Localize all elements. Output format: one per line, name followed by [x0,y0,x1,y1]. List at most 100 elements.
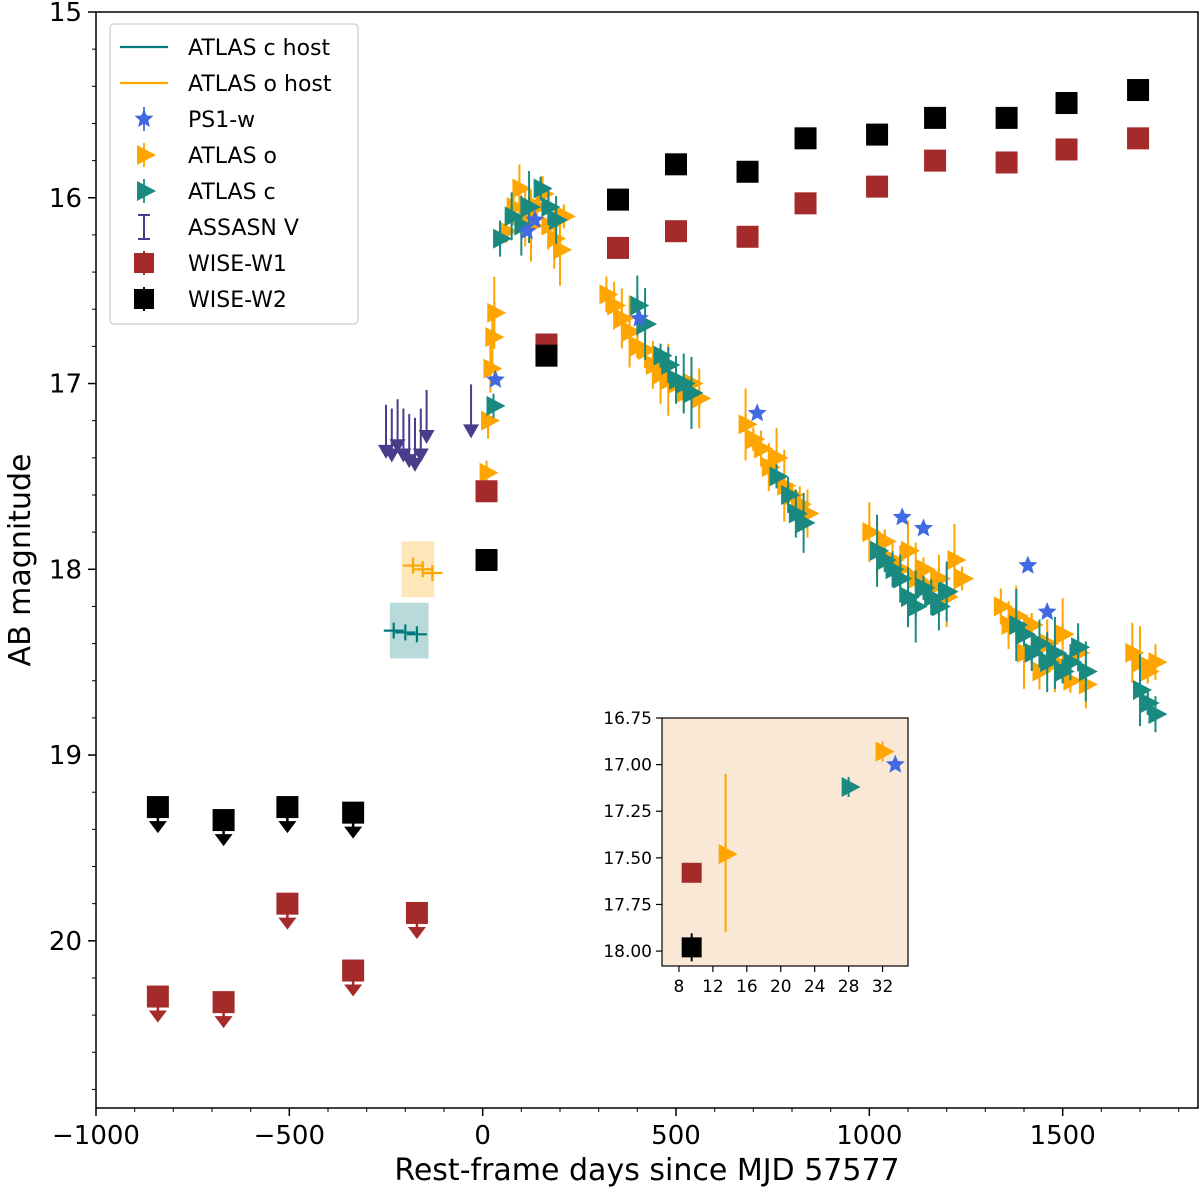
inset-y-tick-label: 17.25 [603,802,652,822]
legend-label: PS1-w [188,108,255,133]
atlas-c-point [1071,637,1091,658]
legend-label: WISE-W2 [188,288,287,313]
atlas-c-point [931,596,951,617]
x-tick-label: −1000 [52,1121,140,1151]
inset-data-points [681,741,905,962]
assasn-v-point [418,389,435,444]
inset-ps1-w-point [885,754,905,773]
wise-w2-point [276,796,299,834]
legend: ATLAS c host ATLAS o host PS1-w ATLAS o ATLA… [109,23,359,325]
atlas-c-point [661,354,681,375]
legend-label: ATLAS o host [188,72,332,97]
atlas-c-host-point [395,624,416,641]
atlas-o-point [955,568,975,589]
wise-w1-point [995,151,1018,174]
data-points [146,79,1168,1029]
inset-x-tick-label: 8 [674,977,685,997]
wise-w1-point [276,892,299,930]
atlas-c-point [1148,704,1168,725]
atlas-o-point [947,550,967,570]
wise-w1-point [1055,138,1078,161]
inset-atlas-c-point [841,776,861,797]
ps1-w-point [1018,555,1038,574]
ps1-w-point [892,507,912,526]
atlas-c-point [486,395,506,416]
wise-w2-point [665,153,687,176]
x-tick-label: 1000 [836,1121,902,1151]
wise-w2-point [1127,79,1150,102]
atlas-o-point [622,321,642,342]
inset-wise-w1-point [681,862,702,883]
y-axis-label: AB magnitude [3,454,38,667]
atlas-c-point [1017,624,1036,645]
plot-frame [95,11,1199,1109]
wise-w2-point [924,106,947,129]
atlas-c-point [1140,693,1160,714]
inset-wise-w2-point [681,937,702,958]
atlas-c-point [916,577,936,598]
atlas-c-point [1078,661,1098,682]
legend-box [109,23,359,325]
atlas-c-point [549,210,569,231]
legend-item-assasn-v: ASSASN V [138,214,299,241]
y-tick-label: 17 [49,370,82,400]
atlas-o-point [746,429,766,450]
wise-w1-point [475,480,498,503]
assasn-v-point [383,408,400,463]
atlas-c-point [684,382,704,403]
atlas-o-host-point [422,565,443,582]
atlas-c-series [486,171,1168,733]
legend-item-atlas-c: ATLAS c [137,179,276,205]
atlas-o-point [901,540,920,561]
legend-item-atlas-o: ATLAS o [137,143,277,169]
x-axis: −1000 −500 0 500 1000 1500 [52,1108,1180,1151]
atlas-o-point [645,354,665,375]
legend-label: ASSASN V [188,216,299,241]
atlas-o-point [1055,624,1075,645]
wise-w2-point [342,801,365,839]
wise-w2-point [1055,92,1078,115]
wise-w1-point [866,175,889,198]
wise-w1-point [794,192,817,215]
wise-w1-point [405,901,428,939]
inset-y-tick-label: 17.00 [603,756,652,776]
assasn-v-series [378,384,480,472]
wise-w1-point [146,985,169,1023]
atlas-o-point [862,522,882,543]
legend-item-wise-w1: WISE-W1 [134,251,287,277]
assasn-v-point [407,417,423,472]
atlas-o-point [738,414,758,435]
wise-w1-point [924,149,947,172]
inset-y-tick-label: 18.00 [603,942,652,962]
atlas-c-point [522,197,542,218]
legend-label: ATLAS o [188,144,277,169]
inset-x-tick-label: 32 [872,977,894,997]
wise-w2-point [866,123,889,146]
atlas-c-point [788,503,808,524]
atlas-c-point [541,197,561,218]
wise-w2-point [475,549,498,571]
atlas-c-point [781,484,801,505]
atlas-c-point [1040,652,1060,673]
atlas-o-point [599,284,619,305]
wise-w2-point [736,160,759,183]
wise-w1-point [1127,127,1150,150]
atlas-c-point [1063,652,1083,673]
atlas-c-point [533,178,553,199]
legend-label: ATLAS c host [188,36,331,61]
inset-x-tick-label: 16 [736,977,758,997]
inset-background [662,718,908,966]
wise-w1-point [212,991,235,1029]
x-tick-label: 1500 [1030,1121,1096,1151]
inset-frame [661,717,909,967]
inset-y-axis: 16.75 17.00 17.25 17.50 17.75 18.00 [603,709,662,962]
atlas-c-point [653,345,673,366]
atlas-o-point [1024,615,1044,636]
y-axis: 15 16 17 18 19 20 [49,0,96,1090]
legend-item-wise-w2: WISE-W2 [134,287,287,313]
inset-x-tick-label: 28 [838,977,860,997]
ps1-w-series [485,210,1057,621]
atlas-o-point [614,308,634,329]
ps1-w-point [629,308,649,327]
